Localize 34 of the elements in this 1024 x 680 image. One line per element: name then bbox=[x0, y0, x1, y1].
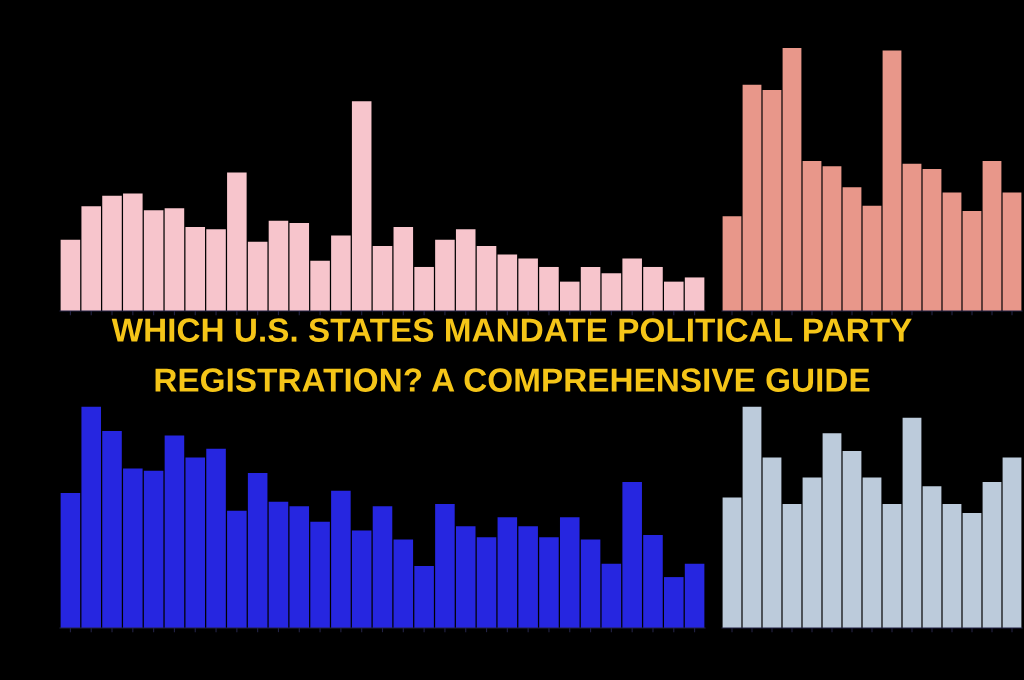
bar bbox=[902, 417, 922, 628]
bar bbox=[962, 512, 982, 628]
bar bbox=[822, 433, 842, 628]
bar bbox=[842, 187, 862, 311]
bar bbox=[742, 406, 762, 628]
bar bbox=[942, 192, 962, 311]
bar bbox=[802, 477, 822, 628]
bar bbox=[722, 497, 742, 628]
bar bbox=[722, 216, 742, 311]
bar bbox=[862, 477, 882, 628]
bar bbox=[942, 504, 962, 628]
text: WHICH U.S. STATES MANDATE POLITICAL PARTY bbox=[111, 318, 912, 342]
bar bbox=[982, 161, 1002, 311]
bar bbox=[882, 504, 902, 628]
bar bbox=[922, 168, 942, 311]
bar bbox=[782, 47, 802, 311]
bar bbox=[962, 211, 982, 311]
bar bbox=[782, 504, 802, 628]
bar bbox=[882, 50, 902, 311]
bar bbox=[842, 450, 862, 628]
text: REGISTRATION? A COMPREHENSIVE GUIDE bbox=[155, 368, 870, 392]
bar bbox=[982, 481, 1002, 628]
bar bbox=[762, 89, 782, 311]
bar bbox=[902, 163, 922, 311]
bar bbox=[1002, 457, 1022, 628]
bar bbox=[922, 486, 942, 628]
bar bbox=[822, 166, 842, 311]
bar bbox=[372, 506, 393, 628]
bar bbox=[742, 84, 762, 311]
bar bbox=[762, 457, 782, 628]
bar bbox=[862, 205, 882, 311]
bar bbox=[802, 161, 822, 311]
bar bbox=[1002, 192, 1022, 311]
bar bbox=[372, 245, 393, 311]
